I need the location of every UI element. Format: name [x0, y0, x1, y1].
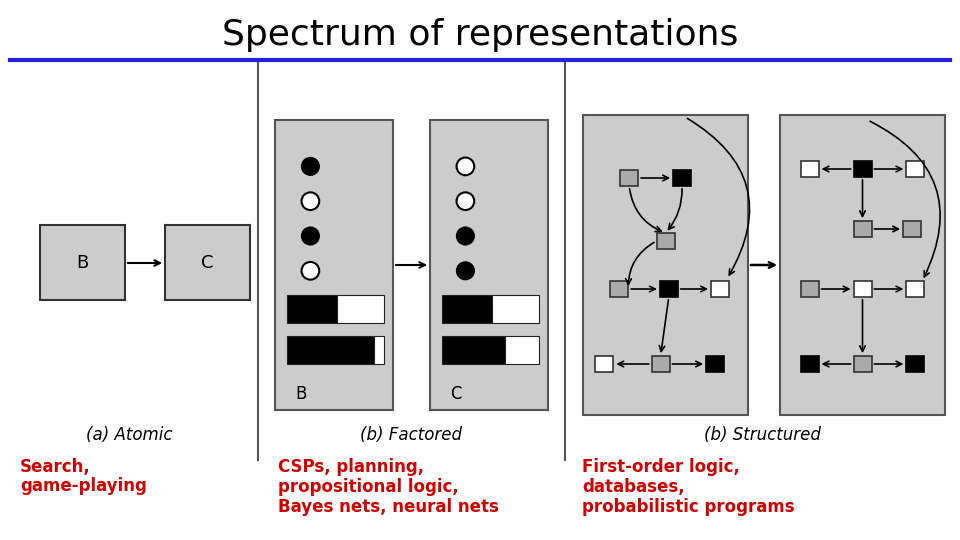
Bar	[442, 336, 505, 363]
Circle shape	[457, 192, 474, 210]
Bar	[652, 356, 669, 372]
Bar	[505, 336, 539, 363]
Bar	[611, 281, 628, 297]
Bar	[657, 233, 675, 249]
Text: (b) Factored: (b) Factored	[360, 426, 462, 444]
Bar	[906, 161, 924, 177]
Text: propositional logic,: propositional logic,	[278, 478, 459, 496]
Text: B: B	[76, 254, 88, 272]
Text: B: B	[296, 385, 306, 403]
Bar	[853, 161, 872, 177]
Circle shape	[301, 192, 320, 210]
Text: CSPs, planning,: CSPs, planning,	[278, 458, 424, 476]
Text: probabilistic programs: probabilistic programs	[582, 498, 795, 516]
Bar	[706, 356, 724, 372]
Bar	[165, 225, 250, 300]
Bar	[337, 295, 384, 323]
Bar	[275, 120, 393, 410]
Text: C: C	[450, 385, 462, 403]
Bar	[595, 356, 613, 372]
Circle shape	[457, 158, 474, 176]
Bar	[853, 281, 872, 297]
Text: Spectrum of representations: Spectrum of representations	[222, 18, 738, 52]
Text: First-order logic,: First-order logic,	[582, 458, 740, 476]
Bar	[780, 115, 945, 415]
Bar	[40, 225, 125, 300]
Bar	[853, 356, 872, 372]
Bar	[620, 170, 638, 186]
Bar	[287, 295, 337, 323]
Circle shape	[301, 262, 320, 280]
Bar	[801, 281, 819, 297]
Bar	[673, 170, 691, 186]
Bar	[853, 221, 872, 237]
Text: Search,: Search,	[20, 458, 91, 476]
Text: Bayes nets, neural nets: Bayes nets, neural nets	[278, 498, 499, 516]
Bar	[906, 281, 924, 297]
Bar	[906, 356, 924, 372]
Text: (a) Atomic: (a) Atomic	[85, 426, 172, 444]
Bar	[903, 221, 921, 237]
Circle shape	[301, 227, 320, 245]
Circle shape	[457, 262, 474, 280]
Bar	[801, 356, 819, 372]
Bar	[492, 295, 539, 323]
Bar	[287, 336, 373, 363]
Circle shape	[301, 158, 320, 176]
Bar	[801, 161, 819, 177]
Bar	[660, 281, 678, 297]
Bar	[373, 336, 384, 363]
Bar	[711, 281, 729, 297]
Text: C: C	[201, 254, 213, 272]
Text: (b) Structured: (b) Structured	[704, 426, 821, 444]
Bar	[583, 115, 748, 415]
Text: game-playing: game-playing	[20, 477, 147, 495]
Text: databases,: databases,	[582, 478, 684, 496]
Bar	[430, 120, 548, 410]
Circle shape	[457, 227, 474, 245]
Bar	[442, 295, 492, 323]
